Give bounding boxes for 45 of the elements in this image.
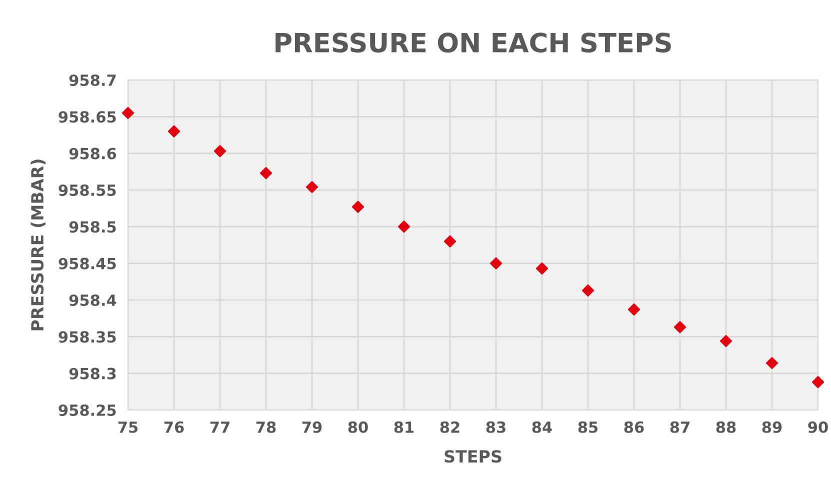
x-tick-label: 83: [486, 421, 506, 433]
point: [812, 376, 824, 388]
y-tick-label: 958.3: [69, 368, 116, 380]
point: [168, 125, 180, 138]
x-tick-label: 77: [210, 422, 230, 433]
x-tick-label: 76: [164, 421, 184, 433]
chart-title: PRESSURE ON EACH STEPS: [276, 32, 671, 53]
point: [674, 321, 686, 334]
x-axis-title: STEPS: [444, 450, 502, 463]
x-tick-label: 80: [348, 421, 368, 433]
x-tick-label: 78: [256, 421, 276, 433]
y-tick-label: 958.55: [58, 184, 116, 196]
x-tick-label: 84: [532, 421, 552, 433]
point: [306, 180, 318, 194]
point: [628, 303, 640, 316]
point: [260, 167, 272, 180]
x-tick-label: 87: [670, 421, 690, 433]
y-tick-label: 958.35: [58, 331, 116, 343]
point: [720, 334, 732, 348]
y-tick-label: 958.4: [69, 294, 116, 306]
point: [766, 356, 778, 370]
x-tick-label: 82: [440, 421, 460, 433]
x-tick-label: 88: [716, 421, 736, 433]
x-tick-label: 81: [394, 421, 414, 433]
x-tick-label: 90: [808, 421, 828, 433]
x-tick-label: 86: [624, 421, 644, 433]
x-tick-label: 85: [578, 421, 598, 433]
x-tick-label: 89: [762, 421, 782, 433]
y-axis-title: PRESSURE (MBAR): [30, 160, 46, 330]
y-tick-label: 958.6: [69, 148, 116, 160]
point: [490, 257, 502, 270]
y-tick-label: 958.25: [58, 404, 116, 416]
point: [398, 220, 410, 233]
point: [122, 106, 134, 120]
y-tick-label: 958.7: [69, 74, 116, 86]
y-tick-label: 958.5: [69, 221, 116, 233]
point: [214, 145, 226, 158]
x-tick-label: 75: [118, 422, 138, 433]
x-tick-label: 79: [302, 421, 322, 433]
point: [352, 200, 364, 213]
point: [536, 262, 548, 275]
y-tick-label: 958.65: [58, 111, 116, 123]
y-tick-label: 958.45: [58, 258, 116, 270]
point: [444, 235, 456, 248]
point: [582, 284, 594, 297]
